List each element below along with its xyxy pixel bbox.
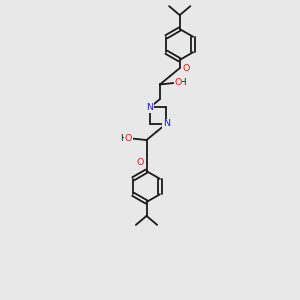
Text: O: O	[124, 134, 132, 143]
Text: O: O	[174, 78, 182, 87]
Text: N: N	[163, 119, 170, 128]
Text: O: O	[136, 158, 144, 167]
Text: N: N	[146, 103, 154, 112]
Text: H: H	[180, 78, 186, 87]
Text: H: H	[120, 134, 127, 143]
Text: O: O	[183, 64, 190, 73]
